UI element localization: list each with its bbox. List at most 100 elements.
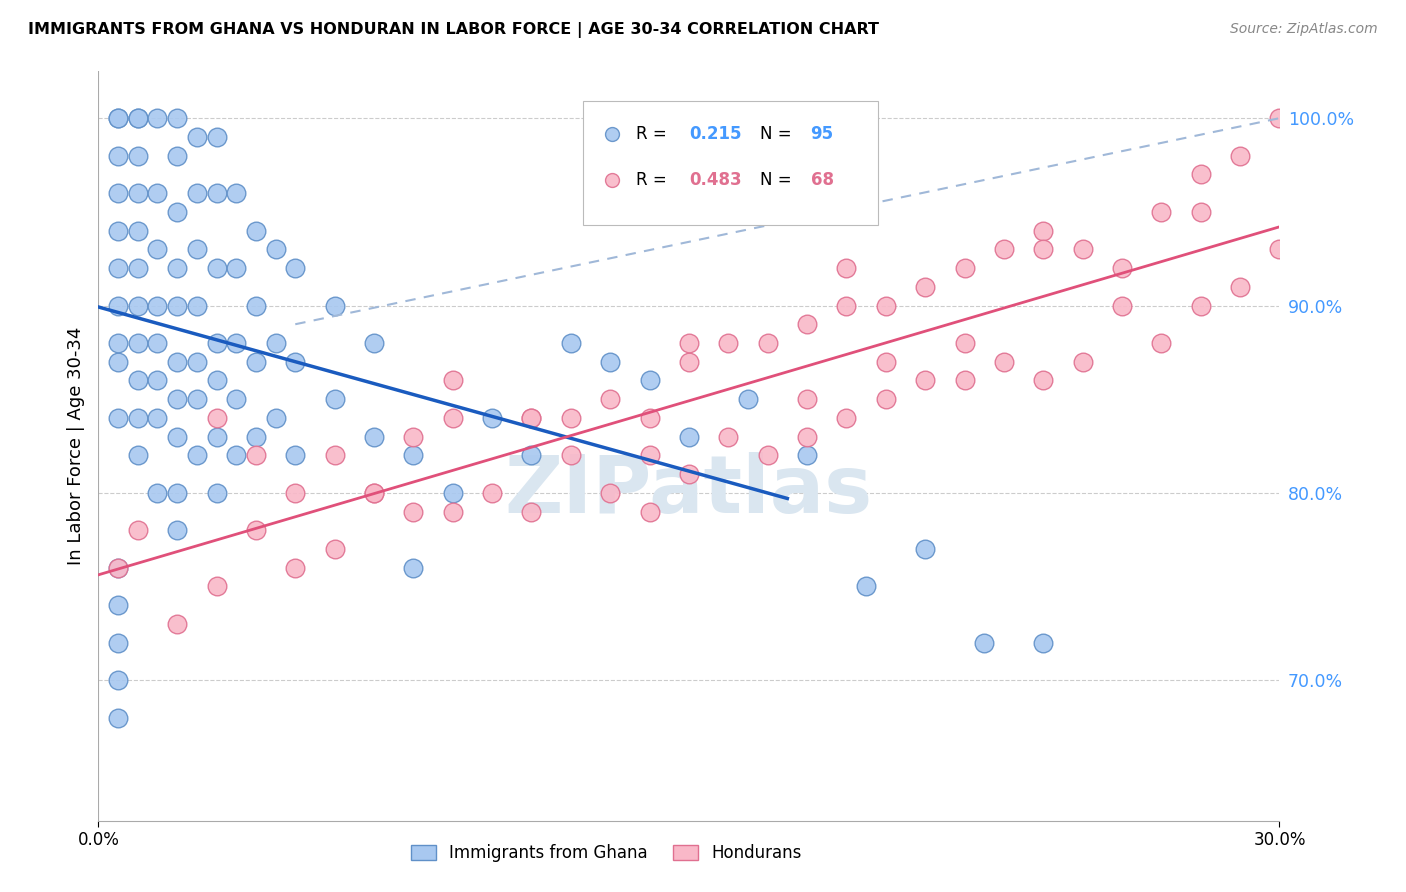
Point [953, 374, 976, 388]
Point [146, 336, 169, 351]
Text: 68: 68 [811, 171, 834, 189]
Point [245, 430, 267, 444]
Point [1189, 205, 1212, 219]
Point [127, 148, 149, 162]
Point [146, 298, 169, 313]
Point [264, 243, 287, 257]
Point [107, 148, 129, 162]
Point [107, 186, 129, 201]
Point [914, 542, 936, 557]
Point [756, 336, 779, 351]
Point [107, 636, 129, 650]
Point [717, 430, 740, 444]
Point [323, 298, 346, 313]
Point [914, 280, 936, 294]
Point [245, 298, 267, 313]
Point [481, 485, 503, 500]
Point [441, 410, 464, 425]
Point [166, 617, 188, 632]
Point [756, 449, 779, 463]
Point [875, 392, 897, 407]
Point [953, 261, 976, 276]
Point [835, 261, 858, 276]
Point [166, 298, 188, 313]
Point [638, 374, 661, 388]
Point [245, 524, 267, 538]
Point [1032, 636, 1054, 650]
Point [796, 430, 818, 444]
Point [107, 298, 129, 313]
Point [166, 261, 188, 276]
Point [205, 580, 228, 594]
Point [225, 449, 247, 463]
Point [1229, 148, 1251, 162]
Point [855, 580, 877, 594]
Point [993, 355, 1015, 369]
Point [225, 392, 247, 407]
Point [678, 430, 700, 444]
Point [186, 449, 208, 463]
Point [186, 130, 208, 145]
Point [1150, 336, 1173, 351]
Point [520, 449, 543, 463]
Point [1032, 243, 1054, 257]
Point [127, 298, 149, 313]
Point [1071, 355, 1094, 369]
Point [363, 485, 385, 500]
Point [205, 336, 228, 351]
Text: R =: R = [636, 171, 672, 189]
Point [166, 430, 188, 444]
Point [678, 467, 700, 482]
Point [875, 298, 897, 313]
Point [127, 261, 149, 276]
Point [323, 542, 346, 557]
Text: N =: N = [759, 125, 797, 143]
Point [127, 374, 149, 388]
Point [245, 355, 267, 369]
Point [146, 374, 169, 388]
Text: 0.483: 0.483 [689, 171, 741, 189]
Point [1268, 243, 1291, 257]
Point [638, 410, 661, 425]
Point [402, 505, 425, 519]
Point [127, 524, 149, 538]
Point [481, 410, 503, 425]
Point [973, 636, 995, 650]
Point [127, 112, 149, 126]
Point [166, 485, 188, 500]
Point [186, 355, 208, 369]
Point [1189, 298, 1212, 313]
Y-axis label: In Labor Force | Age 30-34: In Labor Force | Age 30-34 [66, 326, 84, 566]
Point [796, 392, 818, 407]
Point [107, 599, 129, 613]
Point [678, 336, 700, 351]
Point [1071, 243, 1094, 257]
Point [737, 392, 759, 407]
Point [146, 112, 169, 126]
Point [599, 485, 621, 500]
Point [166, 112, 188, 126]
Point [284, 355, 307, 369]
Point [264, 410, 287, 425]
Point [796, 317, 818, 331]
Point [402, 561, 425, 575]
Point [107, 355, 129, 369]
Point [107, 673, 129, 688]
Point [402, 449, 425, 463]
Point [127, 336, 149, 351]
Point [1111, 261, 1133, 276]
Point [225, 336, 247, 351]
Point [835, 410, 858, 425]
Point [166, 205, 188, 219]
Point [1189, 168, 1212, 182]
Point [1032, 374, 1054, 388]
Point [127, 410, 149, 425]
Point [107, 224, 129, 238]
Text: 95: 95 [811, 125, 834, 143]
Point [835, 298, 858, 313]
Point [107, 710, 129, 724]
Point [599, 355, 621, 369]
Point [441, 485, 464, 500]
Point [205, 374, 228, 388]
Point [284, 261, 307, 276]
